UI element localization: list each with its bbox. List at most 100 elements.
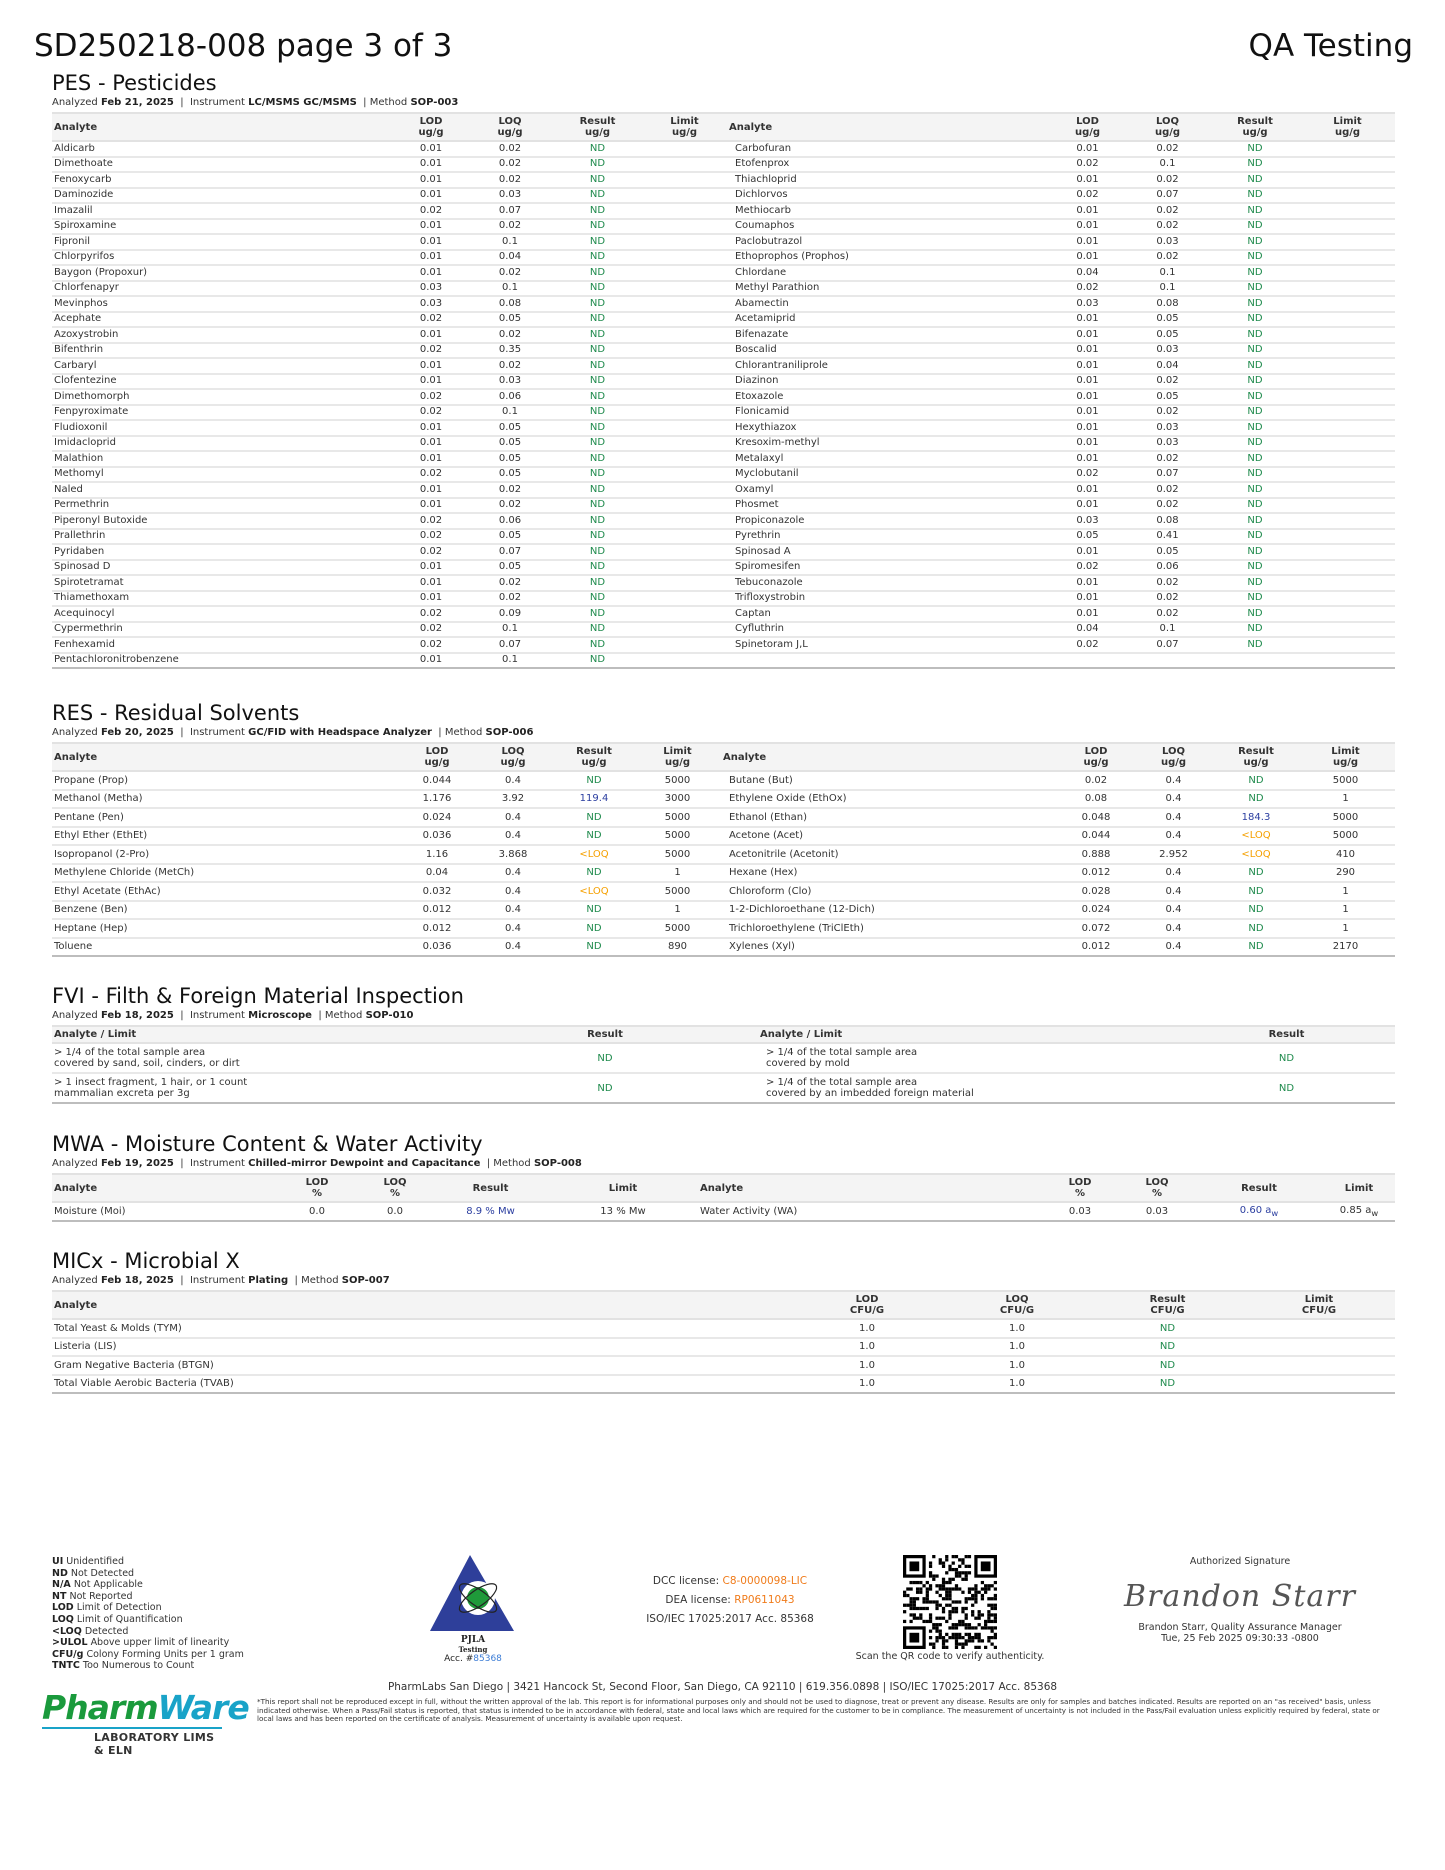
analyte-name: Bifenthrin bbox=[52, 342, 395, 359]
cell-value bbox=[1300, 296, 1395, 313]
result-value: ND bbox=[1210, 141, 1300, 158]
cell-value bbox=[1300, 311, 1395, 328]
cell-value: 0.02 bbox=[1125, 590, 1210, 607]
table-row: Benzene (Ben) 0.012 0.4 ND 1 1-2-Dichloroetha… bbox=[52, 900, 1395, 920]
cell-value: 0.4 bbox=[472, 863, 554, 883]
cell-value: 0.02 bbox=[395, 528, 467, 545]
meta-field: GC/FID with Headspace Analyzer bbox=[248, 727, 432, 738]
cell-value: 0.036 bbox=[402, 826, 472, 846]
cell-value: 3.868 bbox=[472, 845, 554, 865]
result-value: ND bbox=[553, 156, 642, 173]
cell-value bbox=[642, 420, 727, 437]
cell-value: 0.888 bbox=[1061, 845, 1131, 865]
legend-desc: Limit of Quantification bbox=[76, 1613, 183, 1625]
verification-qr-code[interactable] bbox=[903, 1555, 997, 1649]
analyte-name: Cyfluthrin bbox=[727, 621, 1050, 638]
cell-value: 0.02 bbox=[395, 389, 467, 406]
cell-value: 0.04 bbox=[1125, 358, 1210, 375]
analyte-name: Fenoxycarb bbox=[52, 172, 395, 189]
cell-value: 5000 bbox=[1296, 808, 1395, 828]
meta-field: SOP-008 bbox=[533, 1158, 582, 1169]
cell-value: 0.05 bbox=[467, 435, 553, 452]
cell-value bbox=[642, 466, 727, 483]
analyte-name: Hexythiazox bbox=[727, 420, 1050, 437]
cell-value: 0.02 bbox=[1061, 771, 1131, 791]
cell-value: 0.02 bbox=[1125, 218, 1210, 235]
cell-value: 0.02 bbox=[1050, 559, 1125, 576]
analyte-name: Mevinphos bbox=[52, 296, 395, 313]
analyte-name: Diazinon bbox=[727, 373, 1050, 390]
cell-value bbox=[1300, 513, 1395, 530]
result-value: ND bbox=[1210, 466, 1300, 483]
column-header: Limit ug/g bbox=[1300, 112, 1395, 142]
analyte-name: Paclobutrazol bbox=[727, 234, 1050, 251]
cell-value: 0.044 bbox=[1061, 826, 1131, 846]
analyte-name: Metalaxyl bbox=[727, 451, 1050, 468]
table-row: Spirotetramat 0.01 0.02 ND Tebuconazole 0.01 0… bbox=[52, 575, 1395, 592]
meta-field: Microscope bbox=[248, 1010, 312, 1021]
pjla-acc-link[interactable]: 85368 bbox=[473, 1654, 502, 1664]
cell-value: 0.1 bbox=[1125, 156, 1210, 173]
meta-field: LC/MSMS GC/MSMS bbox=[248, 97, 357, 108]
result-value: 0.60 aw bbox=[1195, 1202, 1323, 1222]
cell-value bbox=[642, 311, 727, 328]
cell-value bbox=[1243, 1374, 1395, 1394]
cell-value: 0.03 bbox=[1041, 1202, 1119, 1222]
cell-value: 1 bbox=[1296, 789, 1395, 809]
analyte-name: Dimethomorph bbox=[52, 389, 395, 406]
cell-value bbox=[642, 141, 727, 158]
result-value: 8.9 % Mw bbox=[433, 1202, 548, 1222]
cell-value bbox=[642, 528, 727, 545]
result-value: ND bbox=[1216, 771, 1296, 791]
result-value: ND bbox=[1210, 606, 1300, 623]
header-row: Analyte LOD ug/g LOQ ug/g Result ug/g Limit … bbox=[52, 742, 1395, 772]
column-header: LOD % bbox=[1041, 1173, 1119, 1203]
cell-value: 0.01 bbox=[395, 234, 467, 251]
legend-item: UI Unidentified bbox=[52, 1556, 244, 1568]
analyte-name: Myclobutanil bbox=[727, 466, 1050, 483]
unit-subscript: w bbox=[1371, 1207, 1379, 1218]
table-row: Moisture (Moi) 0.0 0.0 8.9 % Mw 13 % Mw Water… bbox=[52, 1202, 1395, 1222]
cell-value bbox=[1300, 389, 1395, 406]
column-header: Analyte bbox=[698, 1173, 1041, 1203]
column-header: Limit ug/g bbox=[634, 742, 721, 772]
cell-value: 5000 bbox=[634, 845, 721, 865]
analyte-name: Chlorfenapyr bbox=[52, 280, 395, 297]
analyte-name: Piperonyl Butoxide bbox=[52, 513, 395, 530]
cell-value bbox=[642, 187, 727, 204]
cell-value: 0.1 bbox=[1125, 265, 1210, 282]
licenses: DCC license: C8-0000098-LIC DEA license:… bbox=[600, 1572, 860, 1629]
cell-value bbox=[1210, 652, 1300, 669]
cell-value bbox=[642, 358, 727, 375]
filth-inspection-table: Analyte / Limit Result Analyte / Limit Resu… bbox=[52, 1025, 1395, 1104]
result-value: ND bbox=[553, 218, 642, 235]
meta-field: Analyzed bbox=[52, 1275, 98, 1286]
result-value: ND bbox=[553, 311, 642, 328]
cell-value: 0.028 bbox=[1061, 882, 1131, 902]
result-value: ND bbox=[1216, 937, 1296, 957]
table-row: Malathion 0.01 0.05 ND Metalaxyl 0.01 0.02 ND bbox=[52, 451, 1395, 468]
cell-value: 0.05 bbox=[467, 559, 553, 576]
cell-value: 0.1 bbox=[467, 404, 553, 421]
header-row: Analyte LOD ug/g LOQ ug/g Result ug/g Limit … bbox=[52, 112, 1395, 142]
table-row: > 1/4 of the total sample area covered b… bbox=[52, 1043, 1395, 1074]
cell-value: 0.02 bbox=[395, 544, 467, 561]
analyte-name: Ethylene Oxide (EthOx) bbox=[721, 789, 1061, 809]
legend-desc: Too Numerous to Count bbox=[82, 1660, 195, 1672]
cell-value bbox=[642, 497, 727, 514]
cell-value: 0.036 bbox=[402, 937, 472, 957]
cell-value: 0.05 bbox=[467, 451, 553, 468]
meta-field: Method bbox=[444, 727, 483, 738]
cell-value: 0.02 bbox=[395, 466, 467, 483]
cell-value: 0.4 bbox=[1131, 826, 1216, 846]
cell-value: 0.01 bbox=[1050, 575, 1125, 592]
meta-field: Analyzed bbox=[52, 97, 98, 108]
meta-field: Feb 20, 2025 bbox=[100, 727, 174, 738]
column-header: LOQ % bbox=[1119, 1173, 1195, 1203]
meta-field: SOP-006 bbox=[485, 727, 534, 738]
cell-value: 0.03 bbox=[1125, 234, 1210, 251]
cell-value bbox=[1300, 373, 1395, 390]
table-row: Methanol (Metha) 1.176 3.92 119.4 3000 Ethyle… bbox=[52, 789, 1395, 809]
result-value: ND bbox=[1210, 389, 1300, 406]
cell-value: 1 bbox=[634, 900, 721, 920]
